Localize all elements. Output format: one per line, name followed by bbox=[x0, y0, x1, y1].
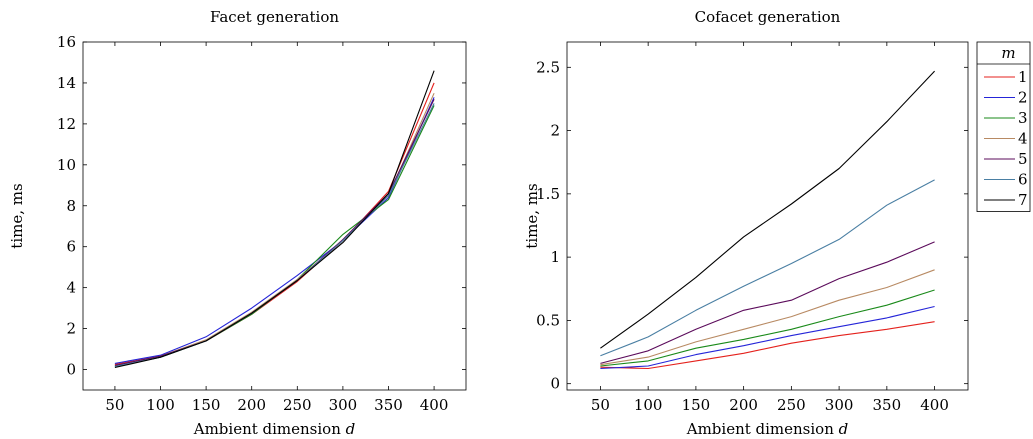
x-tick-label: 250 bbox=[777, 396, 806, 414]
series-line-7 bbox=[114, 70, 435, 369]
plot-frame bbox=[82, 41, 467, 391]
chart-cofacet-generation: Cofacet generation 50 100 150 200 250 300 350 40… bbox=[523, 8, 969, 438]
series-line-1 bbox=[114, 82, 435, 365]
x-tick-label: 50 bbox=[105, 396, 124, 414]
series-line-4 bbox=[600, 269, 935, 366]
x-tick-label: 200 bbox=[729, 396, 758, 414]
x-tick-label: 150 bbox=[682, 396, 711, 414]
y-tick-label: 8 bbox=[66, 197, 76, 215]
chart-title: Cofacet generation bbox=[695, 8, 841, 26]
series-line-3 bbox=[600, 289, 935, 367]
x-tick-label: 250 bbox=[283, 396, 312, 414]
y-tick-label: 0 bbox=[66, 361, 76, 379]
chart-title: Facet generation bbox=[210, 8, 339, 26]
series-line-6 bbox=[114, 103, 435, 368]
legend-box bbox=[976, 41, 1031, 212]
series-line-2 bbox=[114, 97, 435, 364]
x-tick-label: 400 bbox=[420, 396, 449, 414]
legend-title: m bbox=[1001, 44, 1015, 62]
plot-frame bbox=[566, 41, 969, 391]
y-tick-label: 0.5 bbox=[536, 311, 560, 329]
x-tick-label: 100 bbox=[146, 396, 175, 414]
legend-label-6: 6 bbox=[1018, 171, 1028, 189]
x-tick-label: 50 bbox=[591, 396, 610, 414]
x-axis-label-text: Ambient dimension bbox=[193, 420, 346, 438]
y-tick-label: 1.5 bbox=[536, 185, 560, 203]
x-axis-label-variable: d bbox=[839, 420, 849, 438]
chart-facet-generation: Facet generation 50 100 150 200 250 300 350 400 0… bbox=[8, 8, 467, 438]
y-axis-label: time, ms bbox=[8, 183, 26, 248]
x-tick-label: 300 bbox=[825, 396, 854, 414]
y-tick-label: 16 bbox=[57, 33, 76, 51]
y-tick-label: 10 bbox=[57, 156, 76, 174]
y-tick-label: 2 bbox=[550, 122, 560, 140]
y-tick-label: 2.5 bbox=[536, 58, 560, 76]
x-tick-label: 400 bbox=[920, 396, 949, 414]
legend-label-2: 2 bbox=[1018, 89, 1028, 107]
y-tick-label: 6 bbox=[66, 238, 76, 256]
y-tick-label: 0 bbox=[550, 375, 560, 393]
x-tick-label: 200 bbox=[237, 396, 266, 414]
x-axis-label: Ambient dimension d bbox=[193, 420, 356, 438]
y-axis-label: time, ms bbox=[523, 183, 541, 248]
series-line-6 bbox=[600, 179, 935, 357]
y-tick-label: 14 bbox=[57, 74, 76, 92]
y-tick-label: 2 bbox=[66, 320, 76, 338]
y-tick-label: 4 bbox=[66, 279, 76, 297]
x-tick-label: 100 bbox=[634, 396, 663, 414]
series-line-5 bbox=[114, 99, 435, 366]
legend-label-4: 4 bbox=[1018, 130, 1028, 148]
series-line-4 bbox=[114, 92, 435, 366]
series-line-5 bbox=[600, 241, 935, 364]
x-axis-label: Ambient dimension d bbox=[686, 420, 849, 438]
legend-label-1: 1 bbox=[1018, 68, 1028, 86]
legend-label-7: 7 bbox=[1018, 191, 1028, 209]
x-tick-label: 150 bbox=[192, 396, 221, 414]
series-line-7 bbox=[600, 70, 935, 349]
x-tick-label: 300 bbox=[329, 396, 358, 414]
y-tick-label: 1 bbox=[550, 248, 560, 266]
legend: m1 2 3 4 5 6 7 bbox=[976, 41, 1031, 212]
y-tick-label: 12 bbox=[57, 115, 76, 133]
x-axis-label-text: Ambient dimension bbox=[686, 420, 839, 438]
legend-label-3: 3 bbox=[1018, 109, 1028, 127]
series-line-3 bbox=[114, 105, 435, 368]
series-line-1 bbox=[600, 321, 935, 370]
legend-label-5: 5 bbox=[1018, 150, 1028, 168]
x-tick-label: 350 bbox=[873, 396, 902, 414]
x-tick-label: 350 bbox=[374, 396, 403, 414]
series-line-2 bbox=[600, 305, 935, 370]
x-axis-label-variable: d bbox=[346, 420, 356, 438]
